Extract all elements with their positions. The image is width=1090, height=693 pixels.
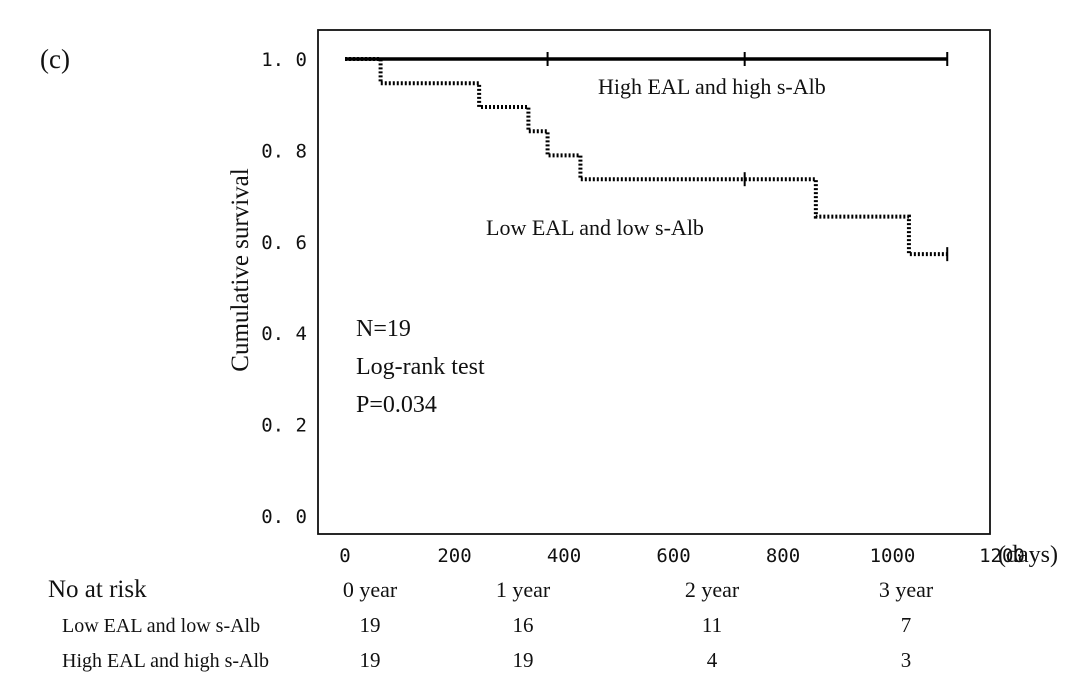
y-axis-label: Cumulative survival (227, 168, 254, 371)
risk-count: 4 (707, 648, 718, 672)
survival-curves (345, 52, 949, 262)
risk-column-header: 1 year (496, 577, 551, 602)
x-axis-unit-label: (days) (998, 542, 1058, 568)
risk-count: 7 (901, 613, 912, 637)
x-tick-label: 0 (339, 545, 350, 567)
y-tick-label: 0. 0 (261, 506, 307, 528)
y-tick-label: 0. 2 (261, 415, 307, 437)
annotation-low-group: Low EAL and low s-Alb (486, 215, 704, 240)
series-line-low (345, 57, 948, 257)
risk-row-label: High EAL and high s-Alb (62, 650, 269, 672)
x-axis-ticks: 0 200 400 600 800 1000 1200 (339, 545, 1025, 567)
annotation-n: N=19 (356, 316, 411, 342)
risk-table: 0 year 1 year 2 year 3 year Low EAL and low … (62, 577, 934, 672)
x-tick-label: 1000 (870, 545, 916, 567)
x-tick-label: 400 (547, 545, 581, 567)
risk-count: 11 (702, 613, 722, 637)
risk-table-title: No at risk (48, 576, 147, 603)
risk-count: 3 (901, 648, 912, 672)
y-tick-label: 0. 8 (261, 140, 307, 162)
risk-column-header: 2 year (685, 577, 740, 602)
annotation-p-value: P=0.034 (356, 392, 437, 418)
risk-column-header: 3 year (879, 577, 934, 602)
risk-column-header: 0 year (343, 577, 398, 602)
plot-frame (317, 29, 991, 535)
annotation-test: Log-rank test (356, 354, 485, 380)
risk-row-label: Low EAL and low s-Alb (62, 615, 260, 637)
y-axis-ticks: 0. 0 0. 2 0. 4 0. 6 0. 8 1. 0 (261, 49, 307, 528)
x-tick-label: 200 (437, 545, 471, 567)
x-tick-label: 600 (656, 545, 690, 567)
risk-count: 19 (360, 648, 381, 672)
y-tick-label: 0. 4 (261, 323, 307, 345)
y-tick-label: 1. 0 (261, 49, 307, 71)
risk-count: 19 (360, 613, 381, 637)
risk-count: 19 (513, 648, 534, 672)
x-tick-label: 1200 (979, 545, 1025, 567)
y-tick-label: 0. 6 (261, 232, 307, 254)
annotation-high-group: High EAL and high s-Alb (598, 74, 826, 99)
risk-count: 16 (513, 613, 534, 637)
panel-label: (c) (40, 44, 70, 74)
x-tick-label: 800 (766, 545, 800, 567)
